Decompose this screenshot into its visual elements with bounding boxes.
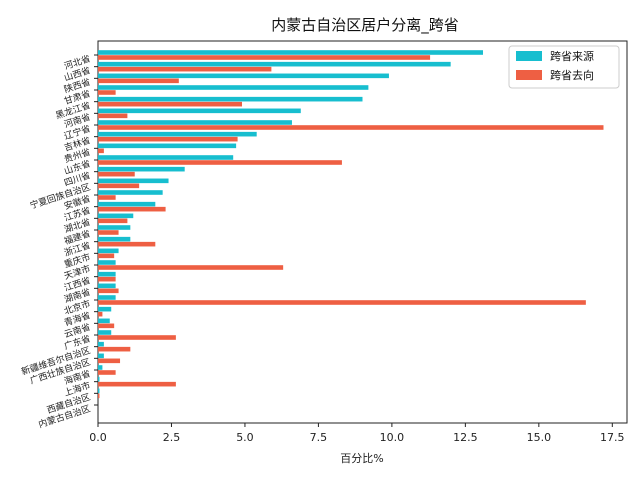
bar-destination-16 [98,241,156,247]
bar-destination-5 [98,113,128,119]
x-tick-label: 17.5 [600,431,625,444]
x-tick-label: 5.0 [236,431,254,444]
bar-source-27 [98,365,103,370]
bar-destination-24 [98,335,176,340]
bar-source-21 [98,295,116,300]
bar-source-5 [98,108,301,114]
bar-source-6 [98,120,292,125]
legend-swatch-destination [516,70,542,80]
bar-destination-0 [98,55,431,60]
x-tick-label: 7.5 [310,431,328,444]
bar-destination-28 [98,381,176,387]
bar-source-24 [98,330,112,335]
bar-destination-7 [98,136,238,142]
bar-destination-26 [98,358,121,364]
bar-source-13 [98,201,156,207]
bar-source-29 [98,388,100,394]
bar-destination-14 [98,218,128,224]
bar-source-4 [98,96,363,102]
bar-source-1 [98,61,451,67]
bar-destination-29 [98,393,100,399]
bar-destination-22 [98,311,103,317]
x-tick-label: 10.0 [380,431,405,444]
x-tick-labels: 0.0 2.5 5.0 7.5 10.0 12.5 15.0 17.5 [89,423,625,444]
bar-source-8 [98,143,237,149]
y-tick-labels: 河北省山西省陕西省甘肃省黑龙江省河南省辽宁省吉林省贵州省山东省四川省宁夏回族自治… [20,52,98,431]
x-tick-label: 12.5 [453,431,478,444]
bars-group [98,50,604,399]
bar-source-15 [98,225,131,230]
bar-source-25 [98,341,104,347]
legend-label-source: 跨省来源 [550,49,594,63]
bar-source-0 [98,50,483,55]
bar-source-20 [98,283,116,289]
x-tick-label: 15.0 [527,431,552,444]
bar-destination-6 [98,125,604,130]
bar-destination-25 [98,346,131,352]
legend: 跨省来源 跨省去向 [508,45,620,89]
legend-label-destination: 跨省去向 [550,68,594,82]
bar-source-17 [98,248,119,254]
bar-destination-12 [98,195,116,200]
bar-destination-11 [98,183,140,189]
bar-destination-10 [98,171,135,177]
bar-source-28 [98,376,100,382]
x-tick-label: 0.0 [89,431,107,444]
bar-destination-17 [98,253,115,259]
bar-source-12 [98,190,163,195]
bar-source-11 [98,178,169,184]
bar-source-18 [98,260,116,265]
bar-source-10 [98,166,185,172]
bar-source-23 [98,318,110,324]
bar-source-16 [98,236,131,242]
bar-source-3 [98,85,369,90]
bar-destination-21 [98,300,586,305]
bar-destination-4 [98,101,243,107]
x-axis-label: 百分比% [340,452,383,465]
bar-destination-9 [98,160,342,165]
bar-destination-3 [98,90,116,95]
bar-source-14 [98,213,134,219]
bar-source-2 [98,73,389,79]
bar-destination-20 [98,288,119,294]
bar-source-19 [98,271,116,277]
bar-destination-13 [98,206,166,212]
bar-source-22 [98,306,112,312]
bar-source-26 [98,353,104,359]
legend-swatch-source [516,51,542,61]
bar-destination-1 [98,66,272,72]
bar-destination-23 [98,323,115,329]
bar-destination-2 [98,78,179,84]
bar-source-7 [98,131,257,137]
chart-title: 内蒙古自治区居户分离_跨省 [271,16,459,35]
bar-destination-15 [98,230,119,235]
bar-source-9 [98,155,234,160]
bar-destination-8 [98,148,104,154]
bar-destination-27 [98,370,116,375]
bar-destination-19 [98,276,116,282]
bar-destination-18 [98,265,284,270]
x-tick-label: 2.5 [163,431,181,444]
